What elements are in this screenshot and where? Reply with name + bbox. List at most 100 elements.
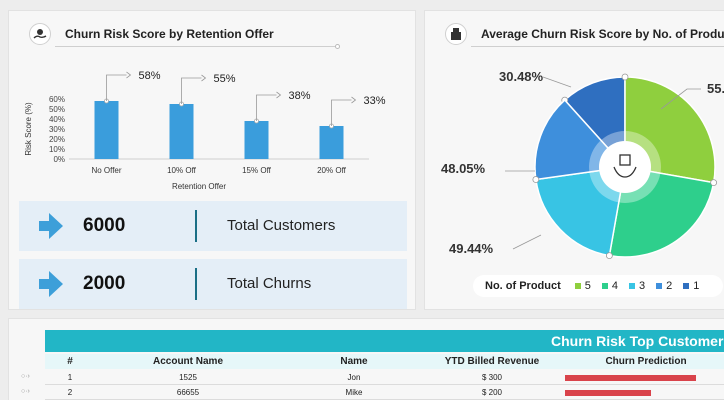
bar-callout-line — [256, 94, 277, 121]
product-count-pie-chart: 30.48% 55. 49.44% 48.05% — [441, 69, 724, 260]
y-tick-label: 30% — [49, 125, 65, 134]
table-cell: $ 200 — [427, 386, 557, 400]
table-cell: Mike — [281, 386, 427, 400]
bar-callout-line — [181, 77, 202, 104]
legend-label: 5 — [584, 280, 591, 292]
churn-by-product-card: Average Churn Risk Score by No. of Produ… — [424, 10, 724, 310]
kpi-separator — [195, 210, 197, 242]
churn-prediction-bar — [565, 375, 696, 381]
pie-legend: No. of Product 5 4 3 2 1 — [473, 275, 723, 297]
hands-box-icon — [613, 154, 637, 178]
table-cell: 2 — [45, 386, 95, 400]
pie-center-disc — [599, 141, 651, 193]
kpi-value: 6000 — [83, 215, 126, 236]
right-card-header: Average Churn Risk Score by No. of Produ… — [445, 23, 724, 45]
bar-callout-arrow — [201, 74, 207, 82]
bar — [94, 101, 119, 159]
bar — [319, 126, 344, 159]
column-header[interactable]: Account Name — [95, 354, 281, 369]
x-tick-label: 20% Off — [317, 166, 347, 175]
slice-label: 49.44% — [449, 241, 494, 256]
slice-label: 55. — [707, 81, 724, 96]
prediction-cell — [557, 371, 724, 385]
kpi-total-churns: 2000 Total Churns — [19, 259, 407, 309]
bar-callout-line — [331, 99, 352, 126]
slice-label: 48.05% — [441, 161, 486, 176]
slice-edge-dot — [605, 252, 613, 260]
legend-item: 4 — [601, 280, 618, 292]
left-header-underline — [55, 46, 335, 47]
legend-items: 5 4 3 2 1 — [574, 280, 711, 292]
bar-callout-arrow — [351, 96, 357, 104]
legend-item: 1 — [683, 280, 699, 292]
x-axis-label: Retention Offer — [172, 182, 226, 191]
y-tick-label: 40% — [49, 115, 65, 124]
legend-item: 2 — [656, 280, 672, 292]
legend-swatch — [601, 283, 608, 289]
arrow-right-icon — [39, 213, 63, 239]
left-card-title: Churn Risk Score by Retention Offer — [65, 27, 274, 41]
slice-leader-line — [542, 76, 572, 88]
y-tick-label: 50% — [49, 105, 65, 114]
slice-label: 30.48% — [499, 69, 544, 84]
y-tick-label: 60% — [49, 95, 65, 104]
table-cell: $ 300 — [427, 371, 557, 385]
column-header[interactable]: Name — [281, 354, 427, 369]
coin-hand-icon — [29, 23, 51, 45]
row-drag-handle-icon[interactable]: ○·› — [21, 388, 30, 395]
bar-data-label: 58% — [139, 70, 161, 82]
slice-leader-line — [512, 234, 542, 250]
column-header[interactable]: # — [45, 354, 95, 369]
bar-data-label: 55% — [214, 73, 236, 85]
table-title: Churn Risk Top Customers — [551, 333, 724, 349]
retention-offer-bar-chart: 0%10%20%30%40%50%60% 58% No Offer 55% 10% Of… — [24, 70, 386, 191]
bar-callout-line — [106, 74, 127, 101]
slice-edge-dot — [621, 73, 629, 81]
slice-edge-dot — [532, 176, 540, 183]
arrow-right-icon — [39, 271, 63, 297]
right-header-underline — [471, 46, 724, 47]
bar-data-label: 38% — [289, 90, 311, 102]
kpi-value: 2000 — [83, 273, 126, 294]
x-tick-label: 15% Off — [242, 166, 272, 175]
bar — [169, 104, 194, 159]
table-banner: Churn Risk Top Customers — [45, 330, 724, 352]
legend-title: No. of Product — [485, 280, 561, 292]
bar-data-label: 33% — [364, 95, 386, 107]
y-axis-label: Risk Score (%) — [24, 102, 33, 156]
churn-prediction-bar — [565, 390, 651, 396]
pie-slice — [535, 166, 626, 257]
table-cell: 66655 — [95, 386, 281, 400]
legend-item: 5 — [574, 280, 591, 292]
y-tick-label: 0% — [53, 155, 65, 164]
bar-callout-arrow — [276, 91, 282, 99]
slice-edge-dot — [710, 179, 718, 187]
legend-swatch — [629, 283, 636, 289]
top-customers-table-card: Churn Risk Top Customers # Account Name Na… — [8, 318, 724, 400]
y-tick-label: 10% — [49, 145, 65, 154]
legend-swatch — [683, 283, 690, 289]
x-tick-label: 10% Off — [167, 166, 197, 175]
legend-label: 3 — [639, 280, 646, 292]
table-cell: 1525 — [95, 371, 281, 385]
x-tick-label: No Offer — [91, 166, 121, 175]
row-drag-handle-icon[interactable]: ○·› — [21, 373, 30, 380]
bar — [244, 121, 269, 159]
slice-leader-line — [660, 88, 701, 110]
legend-label: 2 — [666, 280, 673, 292]
table-cell: 1 — [45, 371, 95, 385]
legend-swatch — [574, 283, 581, 289]
legend-label: 1 — [693, 280, 700, 292]
boxes-icon — [445, 23, 467, 45]
bar-callout-arrow — [126, 71, 132, 79]
churn-by-offer-card: Churn Risk Score by Retention Offer 0% 10… — [8, 10, 416, 310]
column-header[interactable]: YTD Billed Revenue — [427, 354, 557, 369]
column-header[interactable]: Churn Prediction — [557, 354, 724, 369]
table-cell: Jon — [281, 371, 427, 385]
legend-swatch — [656, 283, 663, 289]
kpi-label: Total Customers — [227, 217, 336, 234]
legend-item: 3 — [629, 280, 645, 292]
left-card-header: Churn Risk Score by Retention Offer — [29, 23, 274, 45]
right-card-title: Average Churn Risk Score by No. of Produ… — [481, 27, 724, 41]
